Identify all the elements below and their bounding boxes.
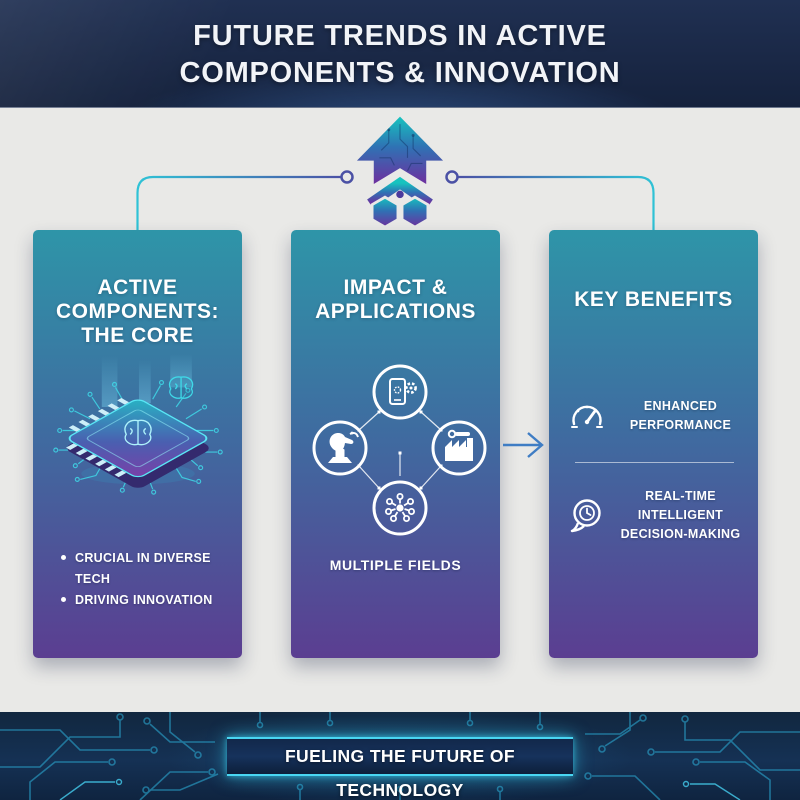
- speedometer-icon: [571, 405, 603, 428]
- robot-arm-icon: [312, 420, 368, 476]
- benefit-realtime-decision: REAL-TIME INTELLIGENT DECISION-MAKING: [549, 487, 758, 544]
- benefit1-line1: ENHANCED: [643, 399, 718, 413]
- card1-title: ACTIVE COMPONENTS: THE CORE: [33, 276, 242, 348]
- card1-title-line2: COMPONENTS:: [56, 300, 219, 323]
- page-title-line2: COMPONENTS & INNOVATION: [179, 57, 621, 89]
- arrow-dot: [396, 190, 404, 199]
- card1-title-line3: THE CORE: [81, 324, 194, 347]
- benefit1-line2: PERFORMANCE: [629, 418, 732, 432]
- bullet-item: CRUCIAL IN DIVERSE TECH: [61, 548, 228, 590]
- bullet-dot: [61, 597, 66, 602]
- page-title: FUTURE TRENDS IN ACTIVE COMPONENTS & INN…: [0, 18, 800, 92]
- page-title-line1: FUTURE TRENDS IN ACTIVE: [193, 20, 607, 52]
- right-arrow-icon: [503, 432, 544, 458]
- footer: FUELING THE FUTURE OF TECHNOLOGY: [0, 712, 800, 800]
- benefit-text: ENHANCED PERFORMANCE: [615, 397, 746, 435]
- card-active-components: ACTIVE COMPONENTS: THE CORE: [33, 230, 242, 658]
- benefit2-line1: REAL-TIME INTELLIGENT: [637, 489, 724, 522]
- microchip-brain-illustration: [52, 354, 223, 495]
- applications-diagram: [312, 364, 487, 536]
- circuit-up-arrow-icon: [356, 116, 444, 229]
- bullet-dot: [61, 555, 66, 560]
- floating-brain-icon: [168, 376, 193, 399]
- speech-bubble-clock-icon: [570, 498, 601, 532]
- card2-title-line2: APPLICATIONS: [315, 300, 476, 323]
- card-impact-applications: IMPACT & APPLICATIONS: [291, 230, 500, 658]
- smartphone-gear-icon: [372, 364, 428, 420]
- header: FUTURE TRENDS IN ACTIVE COMPONENTS & INN…: [0, 0, 800, 108]
- card1-title-line1: ACTIVE: [97, 276, 178, 299]
- card3-title: KEY BENEFITS: [549, 288, 758, 312]
- card2-caption: MULTIPLE FIELDS: [329, 557, 462, 573]
- card2-title: IMPACT & APPLICATIONS: [291, 276, 500, 324]
- benefits-divider: [575, 462, 734, 463]
- circuit-pattern: [0, 712, 800, 800]
- benefit-enhanced-performance: ENHANCED PERFORMANCE: [549, 396, 758, 436]
- bullet-item: DRIVING INNOVATION: [61, 590, 228, 611]
- bullet-text: CRUCIAL IN DIVERSE TECH: [75, 551, 211, 586]
- bullet-text: DRIVING INNOVATION: [75, 593, 213, 607]
- card1-bullet-list: CRUCIAL IN DIVERSE TECH DRIVING INNOVATI…: [33, 548, 242, 611]
- benefit-text: REAL-TIME INTELLIGENT DECISION-MAKING: [615, 487, 746, 544]
- benefit2-line2: DECISION-MAKING: [620, 527, 741, 541]
- network-hub-icon: [372, 480, 428, 536]
- card3-title-line1: KEY BENEFITS: [574, 288, 733, 311]
- card2-title-line1: IMPACT &: [343, 276, 448, 299]
- card-key-benefits: KEY BENEFITS ENHANCED PERFORMANCE: [549, 230, 758, 658]
- factory-icon: [431, 420, 487, 476]
- footer-banner: FUELING THE FUTURE OF TECHNOLOGY: [227, 737, 573, 800]
- footer-banner-text: FUELING THE FUTURE OF TECHNOLOGY: [284, 746, 516, 800]
